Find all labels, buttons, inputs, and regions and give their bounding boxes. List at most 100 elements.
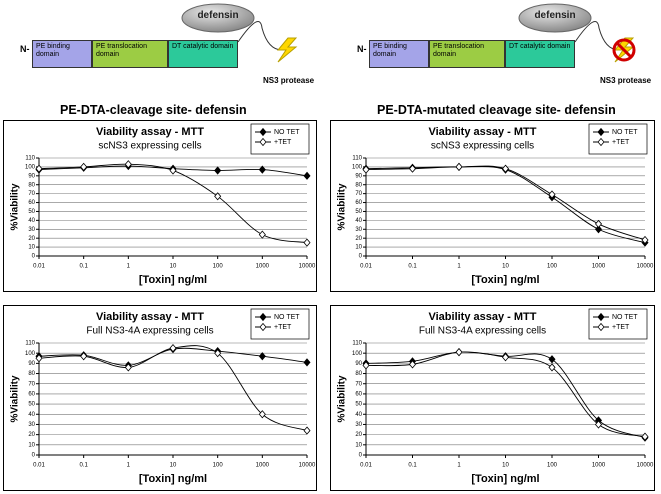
y-tick-label: 90 xyxy=(355,173,362,179)
y-tick-label: 30 xyxy=(355,422,362,428)
y-tick-label: 70 xyxy=(355,191,362,197)
x-axis-label: [Toxin] ng/ml xyxy=(471,274,539,286)
y-tick-label: 70 xyxy=(28,381,35,387)
x-tick-label: 10000 xyxy=(299,264,316,270)
data-point xyxy=(258,410,266,419)
y-tick-label: 40 xyxy=(28,412,35,418)
y-tick-label: 100 xyxy=(25,164,36,170)
legend-box xyxy=(588,123,648,155)
plot-area xyxy=(366,158,645,256)
n-terminus: N- xyxy=(357,44,367,54)
y-tick-label: 40 xyxy=(355,218,362,224)
y-tick-label: 110 xyxy=(352,156,362,162)
y-tick-label: 80 xyxy=(28,182,35,188)
data-point xyxy=(408,164,417,173)
y-axis-label: %Viability xyxy=(337,375,348,422)
y-tick-label: 20 xyxy=(28,236,35,242)
y-tick-label: 110 xyxy=(25,156,35,162)
x-tick-label: 0.1 xyxy=(79,264,88,270)
data-point xyxy=(303,238,311,247)
legend-label: NO TET xyxy=(612,129,638,136)
legend-label: +TET xyxy=(274,324,292,331)
x-tick-label: 100 xyxy=(547,264,558,270)
y-tick-label: 20 xyxy=(355,236,362,242)
data-point xyxy=(124,160,132,169)
y-tick-label: 30 xyxy=(355,227,362,233)
chart-subtitle: scNS3 expressing cells xyxy=(98,141,201,152)
x-tick-label: 0.1 xyxy=(408,264,417,270)
linker xyxy=(237,21,283,51)
data-point xyxy=(501,164,510,173)
y-tick-label: 90 xyxy=(28,361,35,367)
y-tick-label: 70 xyxy=(355,381,362,387)
domain: PE translocation domain xyxy=(92,40,168,68)
diagram-right-shapes xyxy=(518,3,636,63)
x-tick-label: 0.1 xyxy=(79,463,88,469)
y-axis-label: %Viability xyxy=(10,375,21,422)
y-tick-label: 70 xyxy=(28,191,35,197)
legend-marker xyxy=(259,127,267,137)
legend-box xyxy=(250,123,310,155)
domain: PE translocation domain xyxy=(429,40,505,68)
data-point xyxy=(303,171,311,180)
y-tick-label: 100 xyxy=(352,164,363,170)
legend-marker xyxy=(597,137,605,147)
legend-marker xyxy=(259,322,267,332)
data-point xyxy=(124,363,132,372)
x-tick-label: 1 xyxy=(127,264,131,270)
legend-marker xyxy=(259,137,267,147)
y-tick-label: 0 xyxy=(32,254,36,260)
y-tick-label: 60 xyxy=(355,391,362,397)
y-tick-label: 30 xyxy=(28,422,35,428)
prohibited-sign xyxy=(612,38,636,62)
legend-box xyxy=(588,308,648,340)
y-tick-label: 10 xyxy=(28,245,35,251)
diagram-shapes xyxy=(181,3,636,63)
data-point xyxy=(258,230,266,239)
y-tick-label: 40 xyxy=(355,412,362,418)
protease-label: NS3 protease xyxy=(600,76,652,85)
y-tick-label: 90 xyxy=(355,361,362,367)
data-point xyxy=(214,192,222,201)
data-point xyxy=(80,162,88,172)
domain: PE binding domain xyxy=(32,40,92,68)
x-tick-label: 1000 xyxy=(256,264,270,270)
prohibited-bar xyxy=(615,41,633,59)
data-point xyxy=(169,343,177,353)
y-tick-label: 40 xyxy=(28,218,35,224)
data-point xyxy=(80,352,88,361)
y-tick-label: 100 xyxy=(25,351,36,357)
domain: DT catalytic domain xyxy=(168,40,238,68)
y-tick-label: 80 xyxy=(355,182,362,188)
legend-marker xyxy=(597,322,605,332)
chart-title: Viability assay - MTT xyxy=(428,126,536,138)
chart-subtitle: scNS3 expressing cells xyxy=(431,141,534,152)
x-tick-label: 10 xyxy=(170,264,177,270)
y-tick-label: 60 xyxy=(355,200,362,206)
caption: PE-DTA-mutated cleavage site- defensin xyxy=(377,103,616,117)
data-point xyxy=(169,166,177,175)
domain: DT catalytic domain xyxy=(505,40,575,68)
x-axis-label: [Toxin] ng/ml xyxy=(139,274,207,286)
linker xyxy=(574,21,620,51)
chart-title: Viability assay - MTT xyxy=(428,311,536,323)
diagram-left-shapes xyxy=(181,3,298,63)
x-tick-label: 10 xyxy=(170,463,177,469)
y-tick-label: 10 xyxy=(355,245,362,251)
domain: PE binding domain xyxy=(369,40,429,68)
x-axis-label: [Toxin] ng/ml xyxy=(139,473,207,485)
legend-marker xyxy=(259,312,267,322)
x-axis-label: [Toxin] ng/ml xyxy=(471,473,539,485)
y-tick-label: 110 xyxy=(352,341,362,347)
legend-label: NO TET xyxy=(612,314,638,321)
x-tick-label: 0.01 xyxy=(360,463,372,469)
x-tick-label: 1000 xyxy=(256,463,270,469)
data-point xyxy=(214,349,222,358)
y-tick-label: 0 xyxy=(32,453,36,459)
x-tick-label: 1 xyxy=(457,463,461,469)
data-point xyxy=(594,225,603,234)
y-tick-label: 80 xyxy=(28,371,35,377)
x-tick-label: 10000 xyxy=(637,463,654,469)
